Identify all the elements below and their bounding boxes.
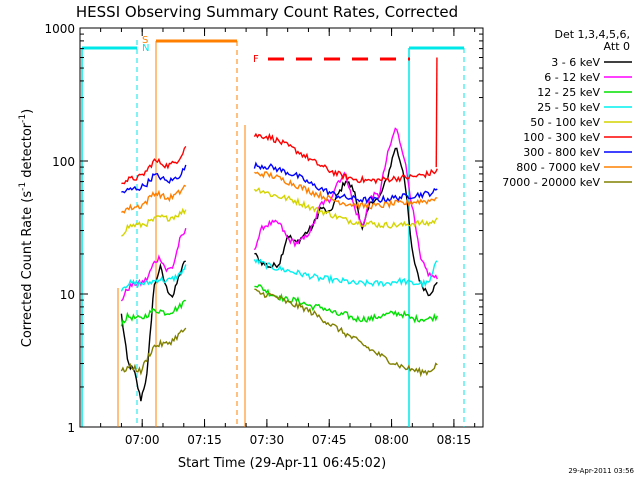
series-6 [121, 161, 438, 205]
legend-header-line-2: Att 0 [604, 40, 630, 53]
series-3 [120, 257, 438, 292]
y-tick-label: 1000 [44, 22, 75, 36]
series-7 [121, 171, 438, 214]
series-layer [120, 57, 438, 402]
series-line [121, 184, 187, 214]
x-tick-label: 08:15 [437, 433, 472, 447]
series-line [120, 299, 186, 327]
plot-frame [79, 27, 484, 428]
series-line [121, 164, 187, 194]
observation-markers: SN F [81, 35, 465, 427]
series-line [121, 207, 187, 237]
y-axis-label: Corrected Count Rate (s-1 detector-1) [18, 109, 35, 347]
flare-marker-label: F [253, 54, 259, 65]
legend-label: 12 - 25 keV [537, 86, 600, 99]
series-4 [121, 187, 438, 237]
svg-text:Corrected Count Rate (s-1 dete: Corrected Count Rate (s-1 detector-1) [18, 109, 35, 347]
axis-layer: 07:00 07:15 07:30 07:45 08:00 08:15 1 10 100 1000 [44, 22, 483, 447]
series-line [253, 257, 438, 289]
series-line [253, 161, 438, 205]
series-line [253, 132, 438, 185]
series-5 [121, 132, 438, 185]
series-line [120, 228, 187, 302]
series-line [254, 147, 438, 297]
legend: Det 1,3,4,5,6, Att 0 3 - 6 keV 6 - 12 keV… [502, 28, 632, 189]
generation-timestamp: 29-Apr-2011 03:56 [568, 467, 634, 475]
series-line [120, 327, 187, 376]
legend-label: 800 - 7000 keV [516, 161, 600, 174]
x-tick-label: 08:00 [374, 433, 409, 447]
series-line [253, 187, 438, 229]
saa-marker-label: S [142, 35, 148, 46]
series-line [254, 171, 438, 211]
series-line [120, 260, 186, 402]
x-tick-label: 07:30 [250, 433, 285, 447]
legend-label: 3 - 6 keV [551, 56, 600, 69]
series-line [254, 284, 438, 324]
x-tick-label: 07:45 [312, 433, 347, 447]
x-axis-label: Start Time (29-Apr-11 06:45:02) [178, 456, 386, 471]
legend-label: 6 - 12 keV [544, 71, 600, 84]
series-1 [120, 127, 438, 302]
legend-label: 100 - 300 keV [523, 131, 600, 144]
series-line [120, 264, 187, 292]
chart-title: HESSI Observing Summary Count Rates, Cor… [76, 3, 458, 21]
x-tick-label: 07:00 [125, 433, 160, 447]
y-tick-label: 10 [60, 288, 75, 302]
series-line [121, 145, 187, 185]
series-8 [120, 288, 438, 378]
legend-header-line-1: Det 1,3,4,5,6, [554, 28, 630, 41]
series-line [254, 288, 438, 378]
x-tick-label: 07:15 [187, 433, 222, 447]
legend-label: 25 - 50 keV [537, 101, 600, 114]
series-spike [435, 57, 438, 168]
y-tick-label: 1 [67, 421, 75, 435]
series-2 [120, 284, 438, 327]
night-marker-label: N [142, 43, 149, 54]
legend-label: 50 - 100 keV [530, 116, 600, 129]
y-tick-label: 100 [52, 155, 75, 169]
legend-label: 7000 - 20000 keV [502, 176, 600, 189]
legend-label: 300 - 800 keV [523, 146, 600, 159]
series-0 [120, 147, 438, 402]
